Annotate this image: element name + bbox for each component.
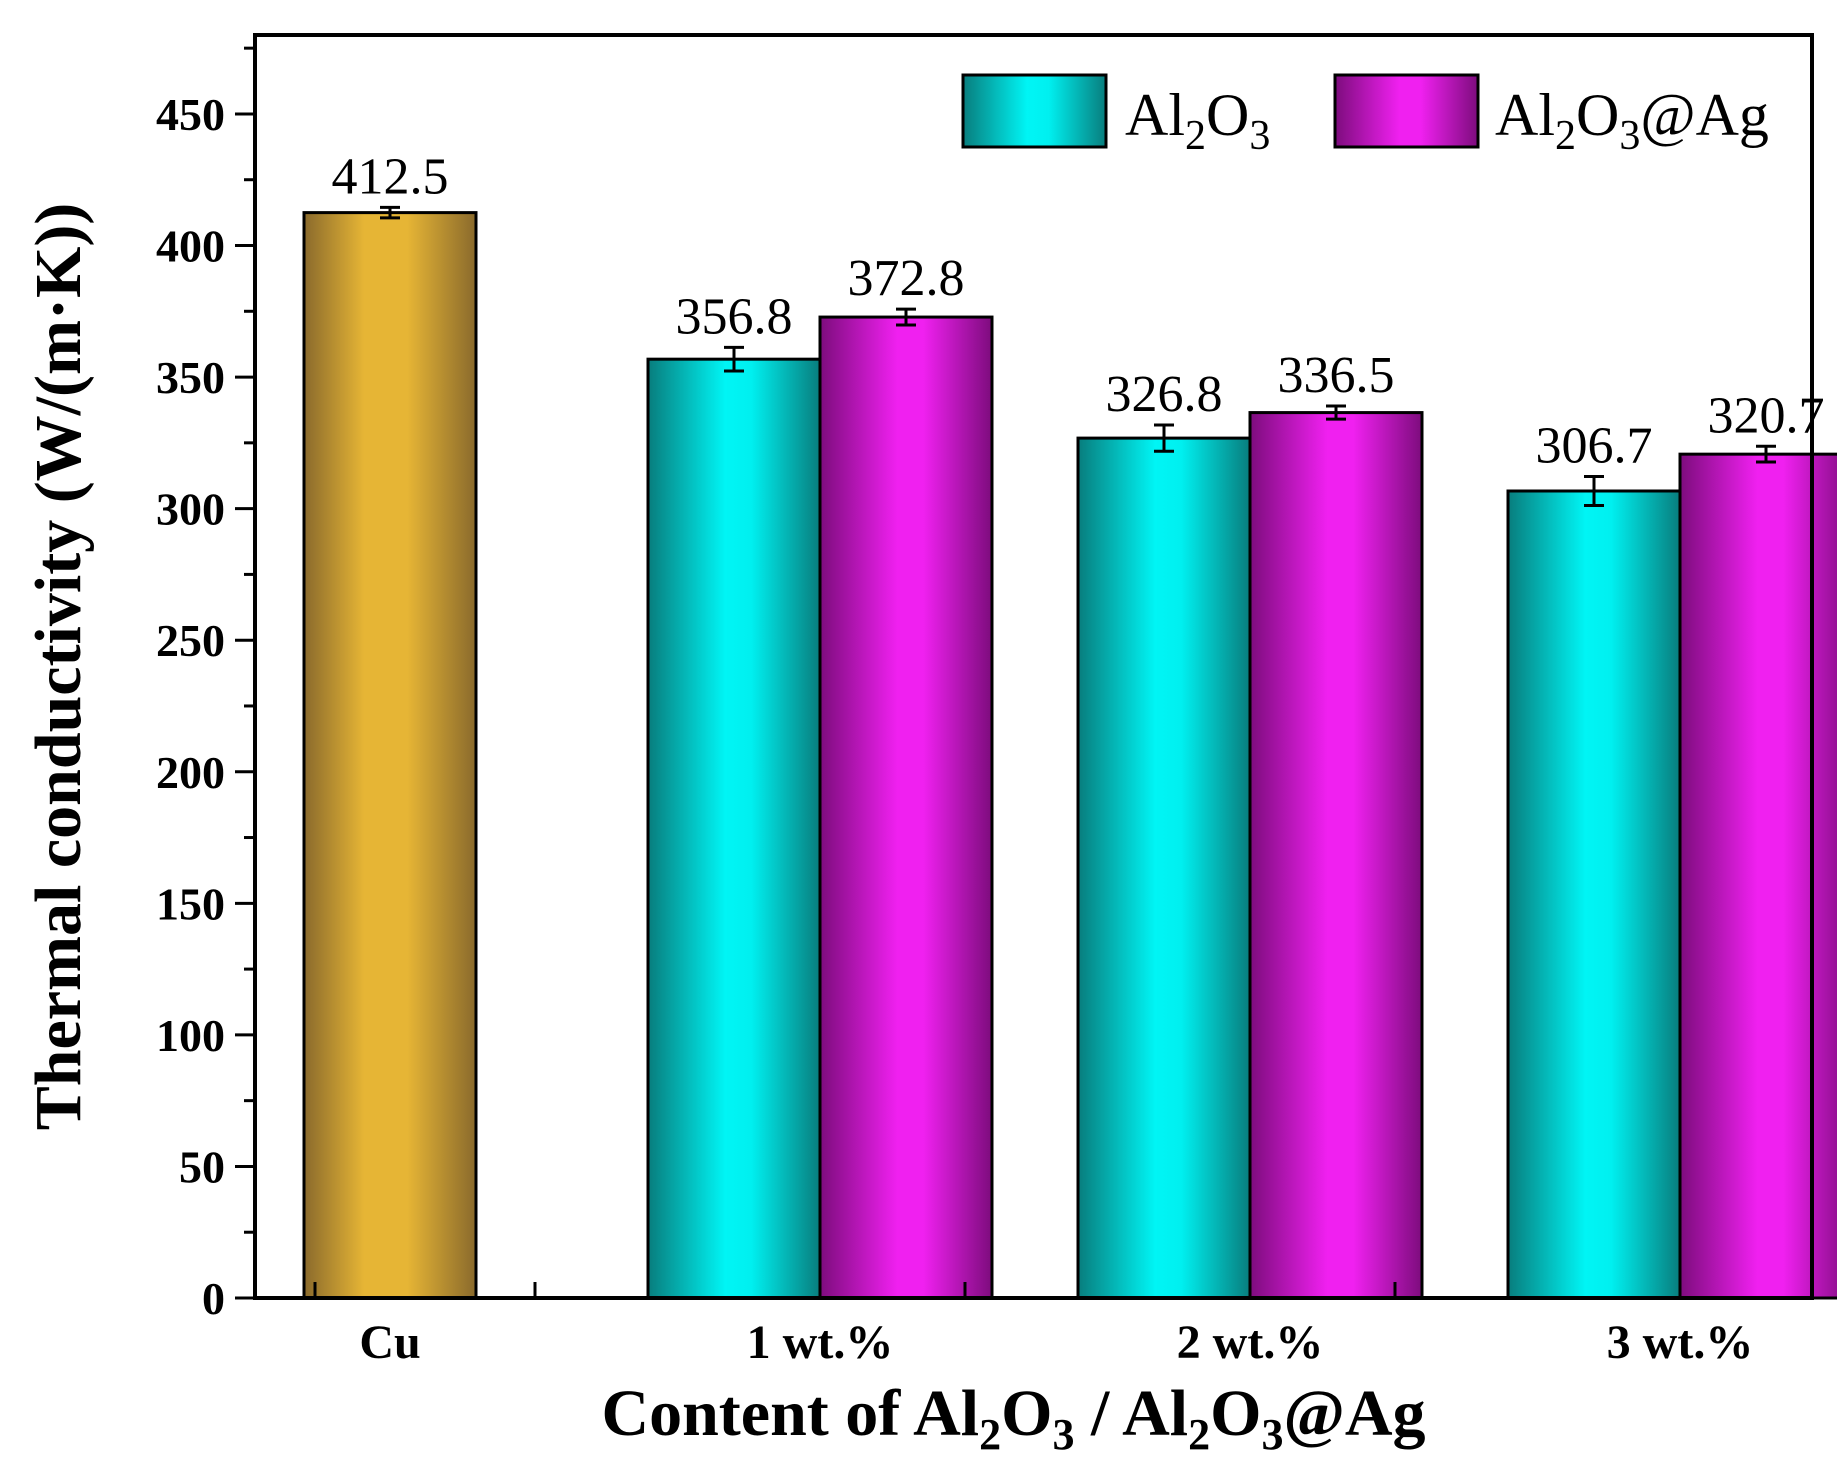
data-label-series0-1: 356.8 (676, 288, 793, 345)
error-bars-group (380, 205, 1776, 507)
y-axis-title: Thermal conductivity (W/(m·K)) (22, 203, 95, 1131)
data-label-series0-2: 326.8 (1106, 366, 1223, 423)
y-tick-label: 0 (202, 1273, 225, 1324)
x-tick-label: 1 wt.% (747, 1316, 894, 1369)
y-tick-label: 100 (156, 1010, 225, 1061)
data-label-series1-2: 336.5 (1278, 347, 1395, 404)
data-label-cu: 412.5 (332, 148, 449, 205)
y-tick-label: 400 (156, 221, 225, 272)
legend-swatch-al2o3-ag (1333, 73, 1480, 149)
bar-series1-2 (1248, 411, 1424, 1300)
bar-series1-1 (818, 315, 994, 1300)
bar-series0-2 (1076, 436, 1252, 1300)
legend: Al2O3 Al2O3@Ag (961, 73, 1769, 159)
plot-frame (253, 33, 1814, 1300)
x-axis-title: Content of Al2O3 / Al2O3@Ag (601, 1377, 1425, 1459)
bars-group (302, 211, 1837, 1300)
data-label-series0-3: 306.7 (1536, 418, 1653, 475)
bar-series0-3 (1506, 489, 1682, 1300)
y-tick-label: 150 (156, 878, 225, 929)
legend-swatch-al2o3 (961, 73, 1108, 149)
x-axis: Cu 1 wt.% 2 wt.% 3 wt.% (313, 1282, 1754, 1369)
y-tick-label: 200 (156, 747, 225, 798)
y-tick-label: 50 (179, 1141, 225, 1192)
y-tick-label: 450 (156, 89, 225, 140)
y-tick-label: 250 (156, 615, 225, 666)
bar-cu (302, 211, 478, 1300)
x-tick-label: Cu (359, 1316, 420, 1369)
x-tick-label: 2 wt.% (1177, 1316, 1324, 1369)
y-tick-label: 300 (156, 484, 225, 535)
y-tick-label: 350 (156, 352, 225, 403)
data-label-series1-1: 372.8 (848, 250, 965, 307)
legend-label-al2o3: Al2O3 (1125, 82, 1270, 159)
bar-series0-1 (646, 357, 822, 1300)
data-label-series1-3: 320.7 (1708, 387, 1825, 444)
y-axis: 0 50 100 150 200 250 300 350 400 450 (156, 46, 255, 1324)
x-tick-label: 3 wt.% (1607, 1316, 1754, 1369)
legend-label-al2o3-ag: Al2O3@Ag (1495, 82, 1769, 159)
data-labels-group: 412.5 356.8 326.8 306.7 372.8 336.5 320.7 (332, 148, 1825, 474)
